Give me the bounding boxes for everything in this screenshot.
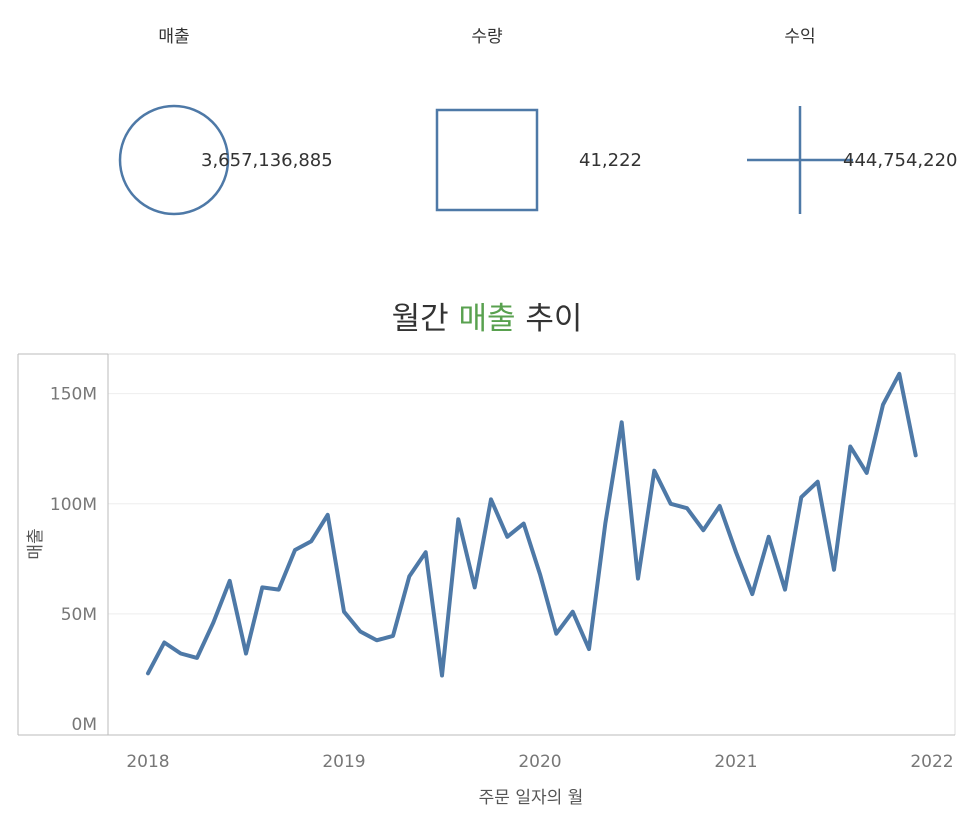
chart-frame — [17, 353, 956, 736]
y-tick-label: 100M — [50, 495, 97, 515]
square-icon — [435, 108, 539, 212]
kpi-title-sales: 매출 — [158, 27, 190, 47]
x-tick-label: 2019 — [322, 752, 365, 772]
x-tick-label: 2020 — [518, 752, 561, 772]
y-tick-label: 50M — [61, 605, 97, 625]
chart-title-part-1: 월간 — [391, 301, 459, 337]
y-tick-label: 0M — [72, 715, 97, 735]
kpi-value-profit: 444,754,220 — [843, 150, 958, 171]
kpi-title-profit: 수익 — [784, 27, 816, 47]
kpi-value-sales: 3,657,136,885 — [201, 150, 333, 171]
gridlines — [108, 393, 955, 615]
series-line-0 — [146, 371, 918, 678]
plus-icon — [747, 106, 853, 214]
kpi-title-quantity: 수량 — [471, 27, 503, 47]
y-tick-label: 150M — [50, 385, 97, 405]
x-axis-title: 주문 일자의 월 — [479, 788, 584, 808]
chart-title-part-3: 추이 — [515, 301, 583, 337]
kpi-value-quantity: 41,222 — [579, 150, 642, 171]
circle-icon — [118, 104, 230, 216]
x-tick-labels: 2018 2019 2020 2021 2022 — [126, 752, 953, 772]
chart-title: 월간 매출 추이 — [0, 293, 974, 338]
x-tick-label: 2018 — [126, 752, 169, 772]
x-tick-label: 2022 — [910, 752, 953, 772]
chart-title-accent: 매출 — [458, 301, 516, 337]
y-axis-title: 매출 — [26, 528, 46, 559]
y-tick-labels: 0M 50M 100M 150M — [50, 385, 97, 735]
series-layer — [146, 371, 918, 678]
x-tick-label: 2021 — [714, 752, 757, 772]
